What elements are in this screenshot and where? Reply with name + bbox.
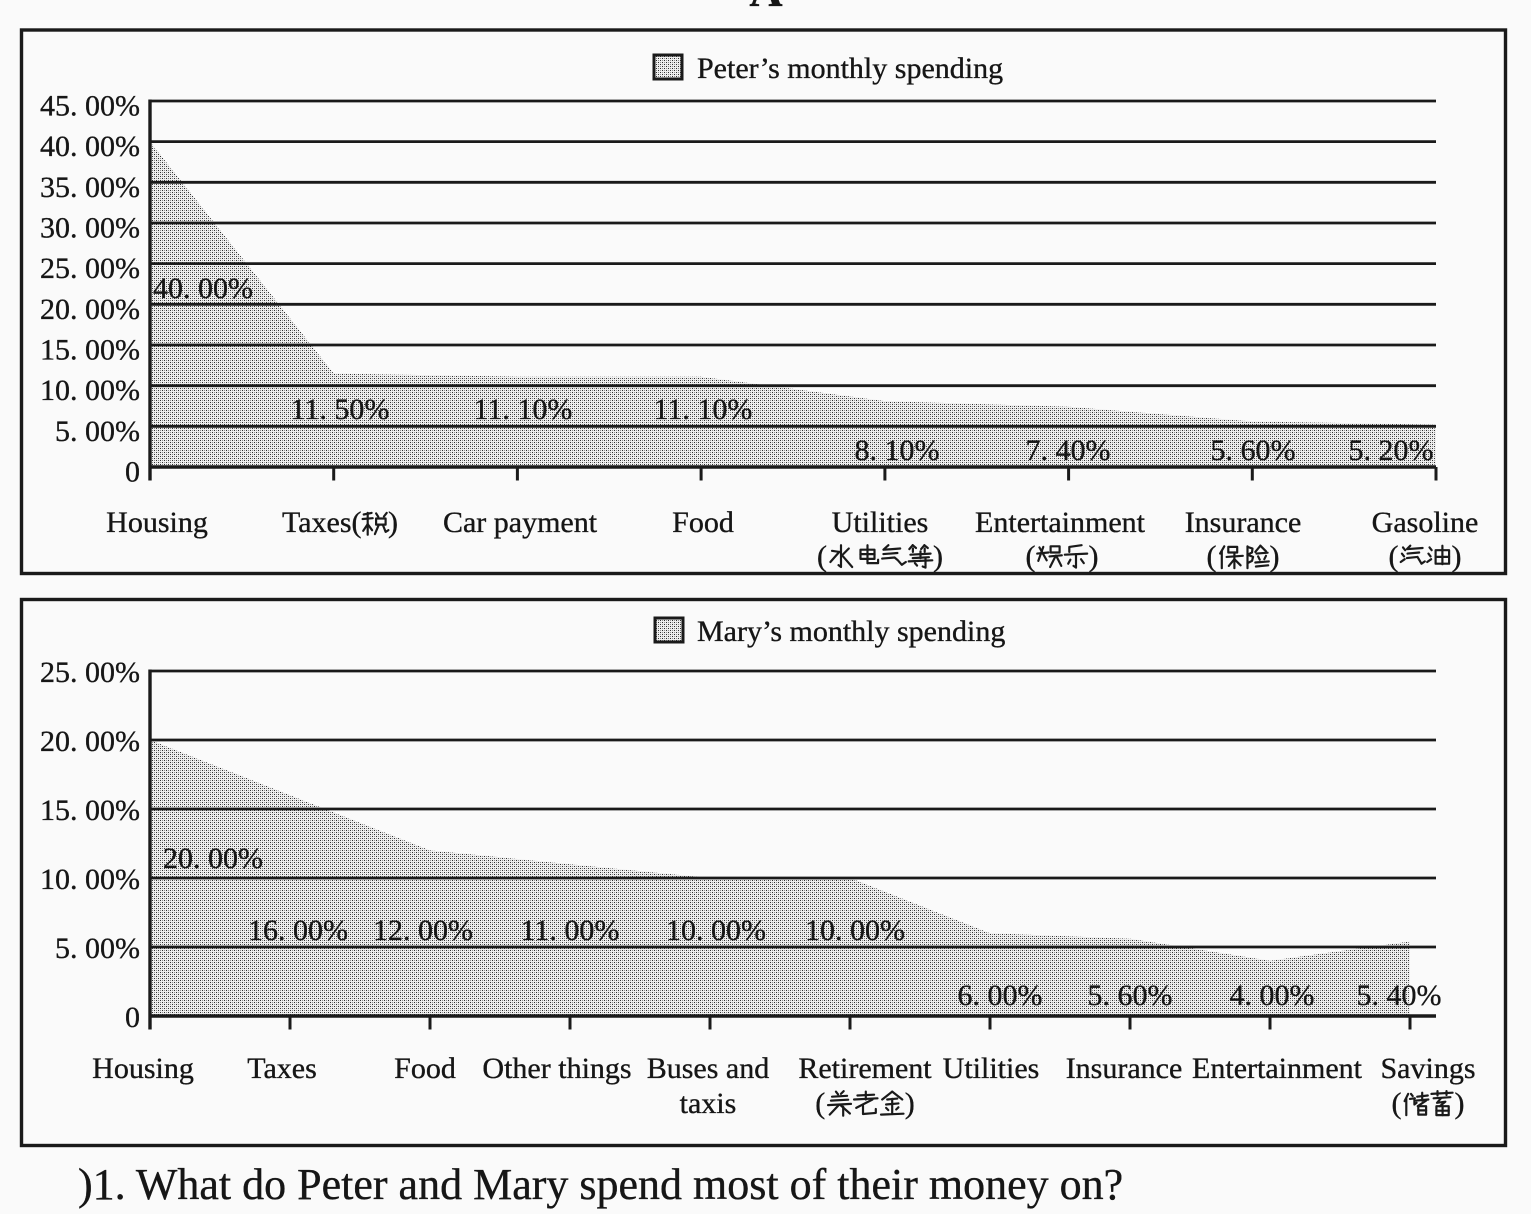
svg-text:30. 00%: 30. 00% xyxy=(40,212,140,245)
svg-text:25. 00%: 25. 00% xyxy=(40,252,140,285)
svg-text:Gasoline: Gasoline xyxy=(1372,506,1479,539)
svg-text:40. 00%: 40. 00% xyxy=(153,272,253,305)
svg-text:Entertainment: Entertainment xyxy=(1192,1052,1363,1085)
svg-text:A: A xyxy=(749,0,782,16)
svg-text:Insurance: Insurance xyxy=(1185,506,1302,539)
svg-text:40. 00%: 40. 00% xyxy=(40,130,140,163)
svg-text:): ) xyxy=(1455,1087,1465,1120)
svg-text:8. 10%: 8. 10% xyxy=(855,434,940,467)
svg-text:Car payment: Car payment xyxy=(443,506,598,539)
svg-text:Mary’s monthly spending: Mary’s monthly spending xyxy=(697,615,1005,648)
svg-text:Savings: Savings xyxy=(1380,1052,1475,1085)
svg-text:5. 60%: 5. 60% xyxy=(1211,434,1296,467)
svg-text:(: ( xyxy=(1026,540,1036,573)
svg-text:(: ( xyxy=(1392,1087,1402,1120)
svg-text:0: 0 xyxy=(125,456,140,489)
svg-text:(: ( xyxy=(1207,540,1217,573)
svg-text:4. 00%: 4. 00% xyxy=(1230,979,1315,1012)
svg-text:Taxes(: Taxes( xyxy=(282,506,362,539)
svg-text:10. 00%: 10. 00% xyxy=(40,863,140,896)
svg-text:): ) xyxy=(905,1087,915,1120)
svg-text:12. 00%: 12. 00% xyxy=(373,914,473,947)
svg-text:5. 60%: 5. 60% xyxy=(1088,979,1173,1012)
svg-text:10. 00%: 10. 00% xyxy=(40,374,140,407)
svg-text:)1. What do Peter and Mary spe: )1. What do Peter and Mary spend most of… xyxy=(78,1160,1123,1209)
svg-text:15. 00%: 15. 00% xyxy=(40,794,140,827)
svg-text:): ) xyxy=(388,506,398,539)
svg-text:Food: Food xyxy=(394,1052,456,1085)
svg-text:Taxes: Taxes xyxy=(247,1052,317,1085)
svg-text:5. 20%: 5. 20% xyxy=(1349,434,1434,467)
svg-text:Other things: Other things xyxy=(482,1052,631,1085)
svg-text:5. 40%: 5. 40% xyxy=(1357,979,1442,1012)
svg-text:25. 00%: 25. 00% xyxy=(40,656,140,689)
svg-text:Utilities: Utilities xyxy=(832,506,929,539)
svg-text:16. 00%: 16. 00% xyxy=(248,914,348,947)
svg-text:): ) xyxy=(1452,540,1462,573)
svg-text:0: 0 xyxy=(125,1001,140,1034)
svg-text:5. 00%: 5. 00% xyxy=(55,932,140,965)
svg-text:Buses and: Buses and xyxy=(647,1052,770,1085)
svg-text:Housing: Housing xyxy=(92,1052,194,1085)
svg-text:20. 00%: 20. 00% xyxy=(163,842,263,875)
svg-text:Insurance: Insurance xyxy=(1066,1052,1183,1085)
svg-text:5. 00%: 5. 00% xyxy=(55,415,140,448)
svg-text:): ) xyxy=(1270,540,1280,573)
svg-text:11. 00%: 11. 00% xyxy=(521,914,620,947)
svg-text:(: ( xyxy=(815,1087,825,1120)
svg-text:Utilities: Utilities xyxy=(943,1052,1040,1085)
svg-text:Food: Food xyxy=(672,506,734,539)
svg-text:Housing: Housing xyxy=(106,506,208,539)
svg-text:6. 00%: 6. 00% xyxy=(958,979,1043,1012)
svg-text:45. 00%: 45. 00% xyxy=(40,90,140,123)
svg-text:11. 10%: 11. 10% xyxy=(654,393,753,426)
svg-text:11. 10%: 11. 10% xyxy=(474,393,573,426)
svg-text:20. 00%: 20. 00% xyxy=(40,293,140,326)
svg-text:): ) xyxy=(1089,540,1099,573)
svg-text:(: ( xyxy=(1389,540,1399,573)
svg-text:11. 50%: 11. 50% xyxy=(291,393,390,426)
svg-text:): ) xyxy=(933,540,943,573)
svg-text:10. 00%: 10. 00% xyxy=(805,914,905,947)
svg-text:Entertainment: Entertainment xyxy=(975,506,1146,539)
svg-text:Retirement: Retirement xyxy=(798,1052,932,1085)
svg-text:7. 40%: 7. 40% xyxy=(1026,434,1111,467)
svg-text:10. 00%: 10. 00% xyxy=(666,914,766,947)
svg-text:(: ( xyxy=(817,540,827,573)
svg-text:15. 00%: 15. 00% xyxy=(40,334,140,367)
svg-text:35. 00%: 35. 00% xyxy=(40,171,140,204)
svg-text:taxis: taxis xyxy=(680,1087,737,1120)
svg-text:20. 00%: 20. 00% xyxy=(40,725,140,758)
svg-text:Peter’s monthly spending: Peter’s monthly spending xyxy=(697,52,1003,85)
